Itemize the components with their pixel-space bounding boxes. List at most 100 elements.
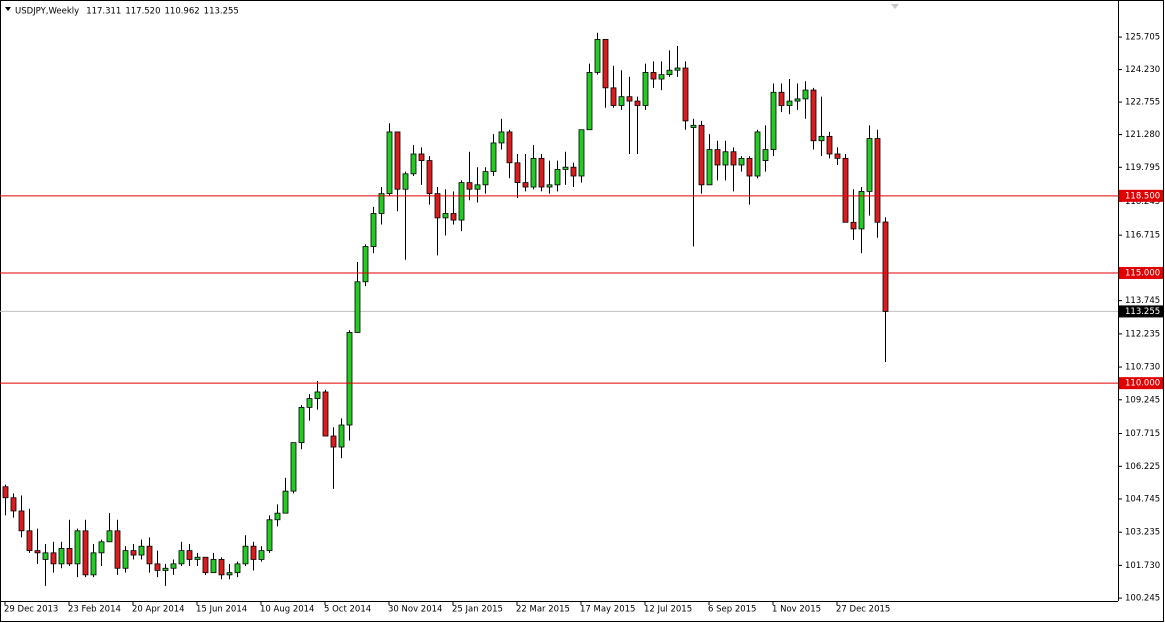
x-tick-label: 15 Jun 2014 [196, 605, 247, 615]
candle-body [330, 435, 337, 448]
current-price-label: 113.255 [1125, 307, 1160, 317]
level-label-box [1119, 266, 1163, 279]
candle-body [426, 160, 433, 195]
candle-body [306, 398, 313, 408]
candle-body [650, 72, 657, 80]
candle-body [394, 131, 401, 190]
candle-body [146, 545, 153, 565]
candle-body [602, 38, 609, 89]
candle-body [562, 166, 569, 170]
candle-body [522, 182, 529, 188]
candle-body [698, 124, 705, 186]
candle-body [402, 173, 409, 190]
candle-body [74, 530, 81, 565]
y-tick-label: 107.715 [1125, 429, 1160, 439]
x-tick-label: 17 May 2015 [580, 605, 635, 615]
y-tick-label: 101.730 [1125, 561, 1160, 571]
candle-body [410, 153, 417, 175]
x-tick-label: 12 Jul 2015 [644, 605, 692, 615]
level-label-box [1119, 377, 1163, 390]
candle-body [346, 332, 353, 426]
candle-body [682, 67, 689, 122]
x-tick-label: 30 Nov 2014 [388, 605, 442, 615]
candle-body [34, 550, 41, 554]
candle-body [354, 281, 361, 333]
y-tick-label: 110.730 [1125, 363, 1160, 373]
candle-body [154, 563, 161, 571]
y-tick-label: 122.755 [1125, 98, 1160, 108]
candle-body [546, 184, 553, 188]
candle-body [706, 149, 713, 186]
candle-body [138, 545, 145, 556]
candle-body [362, 246, 369, 283]
candle-body [762, 149, 769, 161]
candle-body [370, 213, 377, 247]
y-tick-label: 100.245 [1125, 594, 1160, 604]
candle-body [234, 563, 241, 574]
candle-body [178, 550, 185, 565]
x-tick-label: 27 Dec 2015 [836, 605, 890, 615]
candle-body [514, 162, 521, 184]
candle-body [282, 490, 289, 514]
candle-body [18, 510, 25, 532]
candle-body [130, 550, 137, 556]
candle-body [418, 153, 425, 161]
candle-body [50, 552, 57, 565]
candle-body [642, 72, 649, 106]
candle-body [498, 131, 505, 144]
candle-body [506, 131, 513, 164]
x-tick-label: 6 Sep 2015 [708, 605, 756, 615]
level-label-box [1119, 189, 1163, 202]
candle-body [818, 135, 825, 142]
candle-body [58, 548, 65, 565]
candle-body [538, 157, 545, 188]
candle-body [882, 221, 889, 312]
x-tick-label: 22 Mar 2015 [516, 605, 570, 615]
y-tick-label: 112.235 [1125, 329, 1160, 339]
menu-triangle[interactable] [5, 7, 11, 11]
candle-body [434, 193, 441, 219]
candle-body [162, 567, 169, 571]
candle-body [450, 213, 457, 221]
candle-body [530, 157, 537, 188]
candle-body [266, 519, 273, 552]
candle-body [746, 157, 753, 177]
candle-body [10, 497, 17, 512]
candle-body [202, 556, 209, 574]
candle-body [658, 74, 665, 80]
candle-body [626, 96, 633, 102]
candle-body [858, 191, 865, 230]
candle-body [834, 153, 841, 159]
candle-body [482, 171, 489, 186]
candle-body [802, 89, 809, 100]
candle-body [106, 530, 113, 543]
ohlc-value: 113.255 [204, 7, 239, 17]
candle-body [66, 548, 73, 565]
level-label: 115.000 [1125, 268, 1160, 278]
candle-body [226, 572, 233, 576]
candle-body [586, 72, 593, 131]
candle-body [258, 550, 265, 560]
candle-body [674, 67, 681, 71]
candle-body [90, 552, 97, 576]
candle-body [242, 545, 249, 565]
current-price-box [1119, 305, 1163, 318]
candle-body [850, 221, 857, 230]
candle-body [170, 563, 177, 569]
candle-body [618, 96, 625, 106]
y-tick-label: 119.795 [1125, 163, 1160, 173]
candle-body [874, 138, 881, 223]
candle-body [714, 149, 721, 166]
candle-body [98, 541, 105, 554]
candle-body [794, 98, 801, 102]
y-tick-label: 109.245 [1125, 395, 1160, 405]
symbol-label: USDJPY,Weekly [15, 7, 79, 17]
candle-body [466, 182, 473, 190]
candle-body [122, 550, 129, 569]
candle-body [42, 552, 49, 560]
y-tick-label: 125.705 [1125, 33, 1160, 43]
candle-body [298, 406, 305, 444]
candle-body [634, 100, 641, 106]
candle-body [690, 124, 697, 128]
candle-body [186, 550, 193, 560]
